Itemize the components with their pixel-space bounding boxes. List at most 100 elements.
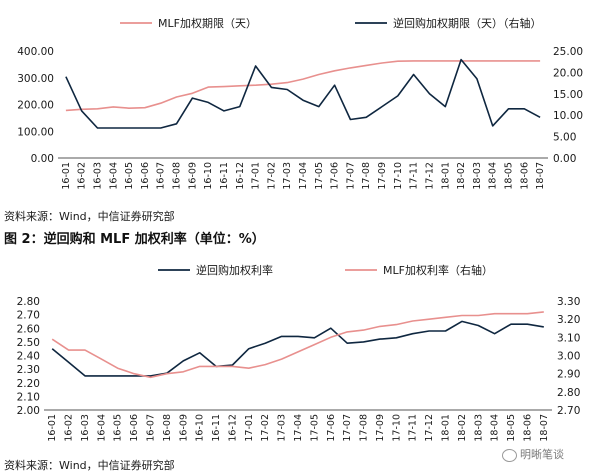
x-tick-label: 17-12: [424, 414, 435, 442]
legend-label: 逆回购加权利率: [196, 263, 273, 277]
x-tick-label: 17-07: [342, 414, 353, 442]
y-right-tick-label: 0.00: [553, 153, 576, 165]
x-tick-label: 17-05: [309, 414, 320, 442]
y-left-tick-label: 2.50: [17, 337, 40, 349]
x-tick-label: 16-07: [146, 414, 157, 442]
x-tick-label: 16-12: [227, 414, 238, 442]
y-left-tick-label: 300.00: [17, 73, 54, 85]
x-tick-label: 17-06: [326, 414, 337, 442]
watermark-text: 明晰笔谈: [520, 448, 564, 461]
x-tick-label: 18-03: [472, 162, 483, 190]
x-tick-label: 18-04: [490, 414, 501, 442]
x-tick-label: 16-11: [211, 414, 222, 442]
x-tick-label: 17-04: [293, 414, 304, 442]
watermark: 明晰笔谈: [502, 446, 564, 462]
y-right-tick-label: 25.00: [553, 46, 583, 58]
x-tick-label: 17-09: [375, 414, 386, 442]
x-tick-label: 17-11: [409, 162, 420, 190]
chart-maturity: 0.00 100.00 200.00 300.00 400.00 0.00 5.00 10.0…: [17, 16, 583, 190]
x-tick-label: 17-06: [330, 162, 341, 190]
x-tick-label: 17-09: [377, 162, 388, 190]
y-right-tick-label: 2.80: [557, 387, 580, 399]
y-right-tick-label: 3.10: [557, 332, 580, 344]
x-tick-label: 16-10: [203, 162, 214, 190]
x-tick-label: 16-06: [129, 414, 140, 442]
x-tick-label: 18-02: [457, 414, 468, 442]
x-tick-label: 18-02: [456, 162, 467, 190]
y-left-tick-label: 2.70: [17, 310, 40, 322]
x-tick-label: 18-01: [440, 162, 451, 190]
y-left-tick-label: 100.00: [17, 126, 54, 138]
x-tick-label: 17-08: [361, 162, 372, 190]
y-left-tick-label: 2.30: [17, 364, 40, 376]
series-line-1: [51, 320, 544, 377]
y-left-tick-label: 2.40: [17, 351, 40, 363]
y-left-tick-label: 2.60: [17, 323, 40, 335]
x-tick-label: 17-03: [282, 162, 293, 190]
x-tick-label: 17-03: [277, 414, 288, 442]
x-tick-label: 16-08: [162, 414, 173, 442]
x-tick-label: 16-04: [96, 414, 107, 442]
y-left-tick-label: 2.00: [17, 405, 40, 417]
x-tick-label: 17-02: [266, 162, 277, 190]
x-tick-label: 16-01: [47, 414, 58, 442]
x-tick-label: 18-04: [488, 162, 499, 190]
x-tick-label: 18-05: [503, 162, 514, 190]
x-tick-label: 18-05: [506, 414, 517, 442]
x-tick-label: 18-07: [539, 414, 550, 442]
y-left-tick-label: 200.00: [17, 100, 54, 112]
y-left-tick-label: 2.20: [17, 378, 40, 390]
legend-label: MLF加权利率（右轴）: [383, 263, 493, 277]
y-right-tick-label: 3.30: [557, 296, 580, 308]
x-tick-label: 16-08: [172, 162, 183, 190]
y-right-tick-label: 10.00: [553, 110, 583, 122]
legend-label: 逆回购加权期限（天）（右轴）: [393, 16, 542, 30]
x-tick-label: 16-05: [124, 162, 135, 190]
series-line-2: [51, 311, 544, 379]
series-line-2: [65, 58, 541, 129]
x-tick-label: 17-07: [345, 162, 356, 190]
x-tick-label: 18-06: [522, 414, 533, 442]
y-left-tick-label: 2.10: [17, 391, 40, 403]
y-right-tick-label: 2.70: [557, 405, 580, 417]
x-tick-label: 17-10: [391, 414, 402, 442]
y-right-tick-label: 3.20: [557, 314, 580, 326]
x-tick-label: 16-12: [235, 162, 246, 190]
y-left-tick-label: 0.00: [31, 153, 54, 165]
x-tick-label: 17-01: [244, 414, 255, 442]
source-note-bottom: 资料来源：Wind，中信证券研究部: [4, 459, 175, 472]
x-tick-label: 18-07: [535, 162, 546, 190]
x-tick-label: 16-09: [178, 414, 189, 442]
x-tick-label: 16-03: [80, 414, 91, 442]
x-tick-label: 16-02: [64, 414, 75, 442]
y-right-tick-label: 5.00: [553, 132, 576, 144]
x-tick-label: 16-09: [187, 162, 198, 190]
wechat-icon: [502, 448, 517, 462]
x-tick-label: 18-06: [519, 162, 530, 190]
x-tick-label: 16-05: [113, 414, 124, 442]
y-left-tick-label: 400.00: [17, 46, 54, 58]
source-note-top: 资料来源：Wind，中信证券研究部: [4, 210, 175, 223]
legend-label: MLF加权期限（天）: [158, 17, 257, 30]
x-tick-label: 17-10: [393, 162, 404, 190]
y-left-tick-label: 2.80: [17, 296, 40, 308]
x-tick-label: 17-08: [359, 414, 370, 442]
y-right-tick-label: 3.00: [557, 351, 580, 363]
figure-2-title: 图 2：逆回购和 MLF 加权利率（单位：%）: [4, 232, 265, 247]
x-tick-label: 16-11: [219, 162, 230, 190]
x-tick-label: 17-02: [260, 414, 271, 442]
x-tick-label: 18-01: [440, 414, 451, 442]
x-tick-label: 16-03: [93, 162, 104, 190]
x-tick-label: 16-10: [195, 414, 206, 442]
y-right-tick-label: 15.00: [553, 89, 583, 101]
x-tick-label: 18-03: [473, 414, 484, 442]
x-tick-label: 16-06: [140, 162, 151, 190]
x-tick-label: 16-01: [61, 162, 72, 190]
x-tick-label: 16-04: [108, 162, 119, 190]
y-right-tick-label: 20.00: [553, 67, 583, 79]
x-tick-label: 17-05: [314, 162, 325, 190]
x-tick-label: 16-07: [156, 162, 167, 190]
y-right-tick-label: 2.90: [557, 369, 580, 381]
x-tick-label: 16-02: [77, 162, 88, 190]
x-tick-label: 17-01: [251, 162, 262, 190]
